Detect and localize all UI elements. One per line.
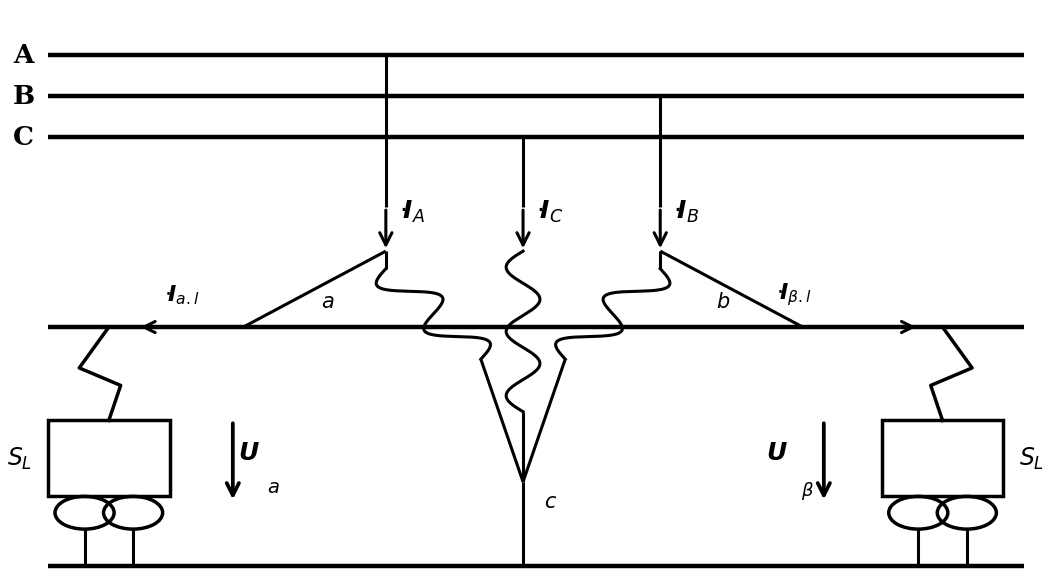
Bar	[49, 420, 170, 496]
Text: B: B	[13, 84, 35, 109]
Text: $a$: $a$	[266, 479, 279, 496]
Bar	[882, 420, 1003, 496]
Text: A: A	[14, 43, 34, 68]
Text: $\cdot\!\boldsymbol{I}_{A}$: $\cdot\!\boldsymbol{I}_{A}$	[398, 199, 425, 225]
Text: $\cdot\!\boldsymbol{I}_{\beta.l}$: $\cdot\!\boldsymbol{I}_{\beta.l}$	[776, 281, 812, 308]
Text: $\cdot\!\boldsymbol{I}_{a.l}$: $\cdot\!\boldsymbol{I}_{a.l}$	[165, 283, 200, 307]
Text: $\beta$: $\beta$	[800, 479, 813, 502]
Text: $S_L$: $S_L$	[7, 446, 33, 471]
Text: $\cdot\!\boldsymbol{I}_{C}$: $\cdot\!\boldsymbol{I}_{C}$	[535, 199, 563, 225]
Text: C: C	[14, 125, 35, 150]
Text: $c$: $c$	[544, 493, 558, 513]
Text: $\boldsymbol{U}$: $\boldsymbol{U}$	[238, 440, 260, 465]
Text: $a$: $a$	[321, 293, 335, 312]
Text: $\cdot\!\boldsymbol{I}_{B}$: $\cdot\!\boldsymbol{I}_{B}$	[673, 199, 699, 225]
Text: $b$: $b$	[716, 293, 731, 312]
Text: $\boldsymbol{U}$: $\boldsymbol{U}$	[766, 440, 788, 465]
Text: $S_L$: $S_L$	[1019, 446, 1044, 471]
